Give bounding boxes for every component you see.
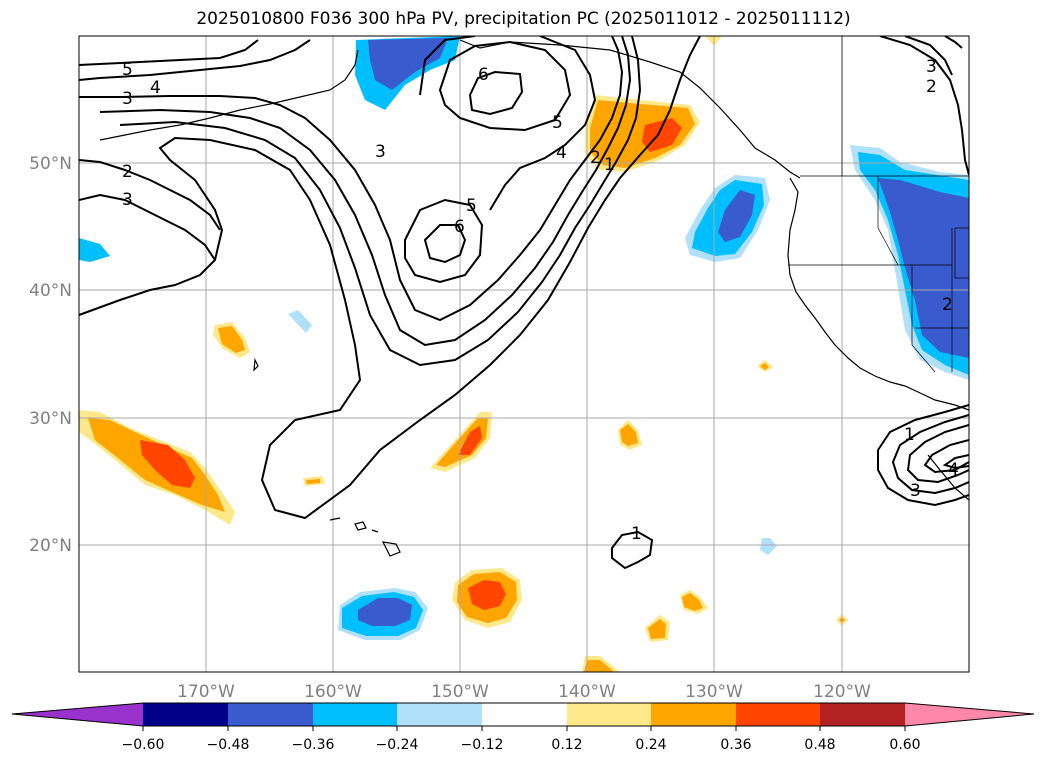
colorbar-tick-label: 0.48	[804, 737, 835, 753]
map-frame	[78, 35, 970, 673]
contour-label: 6	[454, 217, 465, 237]
gridlines	[79, 36, 969, 672]
contour-label: 5	[466, 196, 477, 216]
contour-label: 3	[122, 89, 133, 109]
contour-label: 2	[590, 148, 601, 168]
colorbar-bin	[567, 703, 651, 726]
colorbar-tick-label: 0.12	[551, 737, 582, 753]
colorbar-tick-label: 0.60	[889, 737, 920, 753]
map-title: 2025010800 F036 300 hPa PV, precipitatio…	[196, 9, 851, 29]
colorbar-bin	[651, 703, 736, 726]
contour-label: 3	[910, 481, 921, 501]
contour-label: 5	[122, 60, 133, 80]
contour-label: 3	[375, 142, 386, 162]
colorbar-bin	[143, 703, 228, 726]
precip-positive-shading	[79, 36, 848, 672]
lon-label-150w: 150°W	[431, 682, 489, 702]
colorbar-tick-label: 0.36	[720, 737, 751, 753]
precip-negative-shading	[79, 36, 969, 640]
contour-label: 2	[942, 295, 953, 315]
lon-label-160w: 160°W	[304, 682, 362, 702]
colorbar-tick-label: 0.24	[635, 737, 666, 753]
lon-label-130w: 130°W	[685, 682, 743, 702]
colorbar-tick-label: −0.12	[461, 737, 504, 753]
contour-label: 6	[478, 65, 489, 85]
contour-label: 5	[552, 113, 563, 133]
state-borders	[788, 36, 969, 373]
contour-label: 3	[926, 57, 937, 77]
latitude-labels: 50°N 40°N 30°N 20°N	[29, 154, 72, 556]
lat-label-50n: 50°N	[29, 154, 72, 174]
lat-label-20n: 20°N	[29, 536, 72, 556]
colorbar-tick-label: −0.24	[376, 737, 419, 753]
colorbar-bin	[397, 703, 482, 726]
lat-label-30n: 30°N	[29, 409, 72, 429]
contour-label: 4	[150, 78, 161, 98]
lon-label-170w: 170°W	[177, 682, 235, 702]
colorbar-bin	[313, 703, 397, 726]
contour-label: 4	[556, 143, 567, 163]
colorbar-tick-label: −0.48	[207, 737, 250, 753]
lon-label-120w: 120°W	[813, 682, 871, 702]
pv-contours	[79, 36, 969, 570]
longitude-labels: 170°W 160°W 150°W 140°W 130°W 120°W	[177, 682, 871, 702]
colorbar-bin	[228, 703, 313, 726]
contour-label: 1	[631, 524, 642, 544]
colorbar-bin	[482, 703, 567, 726]
colorbar-tick-label: −0.60	[122, 737, 165, 753]
colorbar-tick-label: −0.36	[292, 737, 335, 753]
contour-label: 3	[122, 190, 133, 210]
colorbar-extend-low	[12, 703, 143, 726]
colorbar-bin	[736, 703, 820, 726]
contour-label: 2	[122, 162, 133, 182]
contour-label: 1	[904, 425, 915, 445]
contour-labels: 5 4 3 2 3 3 6 5 4 2 1 5 6 1 3 2 2 1 4 3	[122, 57, 959, 544]
lat-label-40n: 40°N	[29, 281, 72, 301]
colorbar-bin	[820, 703, 905, 726]
contour-label: 2	[926, 77, 937, 97]
coastlines	[99, 39, 969, 557]
map-panel: 5 4 3 2 3 3 6 5 4 2 1 5 6 1 3 2 2 1 4 3	[79, 36, 969, 672]
lon-label-140w: 140°W	[558, 682, 616, 702]
colorbar: −0.60 −0.48 −0.36 −0.24 −0.12 0.12 0.24 …	[11, 702, 1035, 753]
contour-label: 4	[948, 460, 959, 480]
colorbar-extend-high	[905, 703, 1034, 726]
contour-label: 1	[604, 155, 615, 175]
